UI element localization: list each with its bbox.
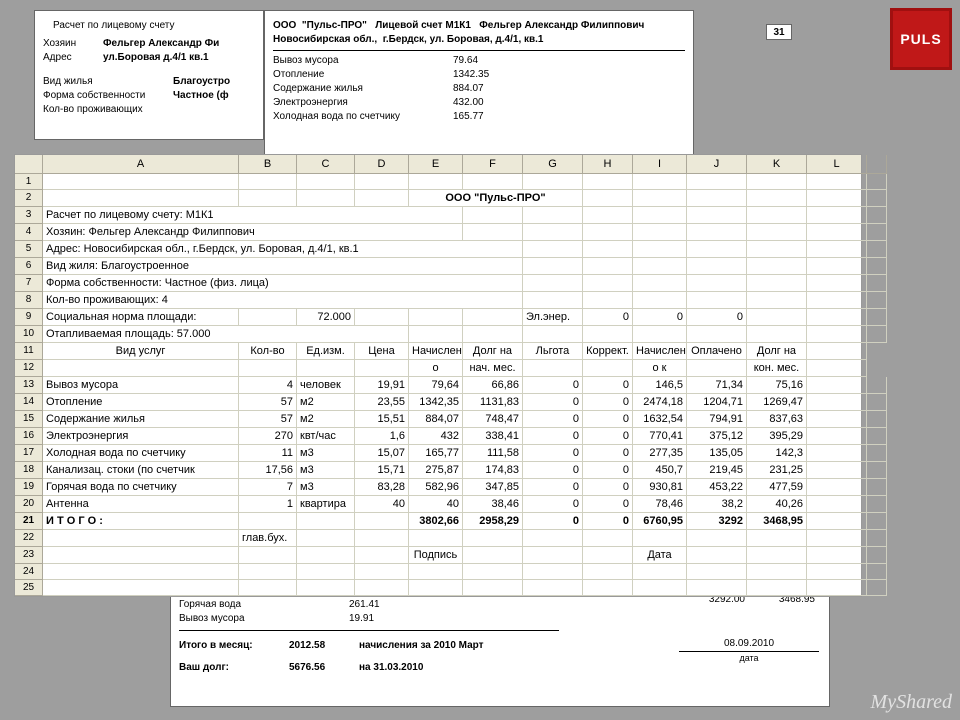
back-doc-right: ООО "Пульс-ПРО" Лицевой счет М1К1 Фельге… (264, 10, 694, 155)
row-header[interactable]: 24 (15, 564, 43, 580)
col-header-cell[interactable]: G (523, 155, 583, 174)
line: Расчет по лицевому счету (53, 19, 255, 33)
grid-row[interactable]: 13Вывоз мусора4человек19,9179,6466,86001… (15, 377, 861, 394)
grid-row[interactable]: 4Хозяин: Фельгер Александр Филиппович (15, 224, 861, 241)
row-header[interactable]: 20 (15, 496, 43, 513)
row-header[interactable]: 16 (15, 428, 43, 445)
grid-row[interactable]: 20Антенна1квартира404038,460078,4638,240… (15, 496, 861, 513)
col-header-cell[interactable]: E (409, 155, 463, 174)
grid-row[interactable]: 11Вид услугКол-воЕд.изм.ЦенаНачисленДолг… (15, 343, 861, 360)
summary-row: Электроэнергия432.00 (273, 96, 685, 110)
row-header[interactable]: 14 (15, 394, 43, 411)
col-header-cell[interactable]: K (747, 155, 807, 174)
col-header-cell[interactable]: B (239, 155, 297, 174)
grid-row[interactable]: 7Форма собственности: Частное (физ. лица… (15, 275, 861, 292)
col-header-cell[interactable]: L (807, 155, 867, 174)
row-header[interactable]: 19 (15, 479, 43, 496)
grid-row[interactable]: 16Электроэнергия270квт/час1,6432338,4100… (15, 428, 861, 445)
grid-row[interactable]: 8Кол-во проживающих: 4 (15, 292, 861, 309)
col-header-cell[interactable] (15, 155, 43, 174)
grid-row[interactable]: 5Адрес: Новосибирская обл., г.Бердск, ул… (15, 241, 861, 258)
row-header[interactable]: 1 (15, 174, 43, 190)
row-header[interactable]: 2 (15, 190, 43, 207)
grid-row[interactable]: 14Отопление57м223,551342,351131,83002474… (15, 394, 861, 411)
grid-row[interactable]: 3Расчет по лицевому счету: М1К1 (15, 207, 861, 224)
grid-row[interactable]: 24 (15, 564, 861, 580)
row-header[interactable]: 3 (15, 207, 43, 224)
row-header[interactable]: 18 (15, 462, 43, 479)
grid-row[interactable]: 19Горячая вода по счетчику7м383,28582,96… (15, 479, 861, 496)
col-header-cell[interactable]: C (297, 155, 355, 174)
grid-row[interactable]: 1 (15, 174, 861, 190)
row-header[interactable]: 10 (15, 326, 43, 343)
grid-row[interactable]: 25 (15, 580, 861, 596)
row-header[interactable]: 4 (15, 224, 43, 241)
grid-row[interactable]: 9Социальная норма площади:72.000Эл.энер.… (15, 309, 861, 326)
row-header[interactable]: 6 (15, 258, 43, 275)
col-header-cell[interactable]: D (355, 155, 409, 174)
row-header[interactable]: 23 (15, 547, 43, 564)
col-header-cell[interactable]: I (633, 155, 687, 174)
back-doc-left: Расчет по лицевому счету ХозяинФельгер А… (34, 10, 264, 140)
row-header[interactable]: 25 (15, 580, 43, 596)
grid-row[interactable]: 10Отапливаемая площадь: 57.000 (15, 326, 861, 343)
grid-row[interactable]: 21И Т О Г О :3802,662958,29006760,953292… (15, 513, 861, 530)
row-header[interactable]: 9 (15, 309, 43, 326)
col-header-cell[interactable]: H (583, 155, 633, 174)
row-header[interactable]: 13 (15, 377, 43, 394)
summary-row: Содержание жилья884.07 (273, 82, 685, 96)
watermark: MyShared (871, 691, 952, 714)
row-header[interactable]: 7 (15, 275, 43, 292)
row-header[interactable]: 8 (15, 292, 43, 309)
row-header[interactable]: 17 (15, 445, 43, 462)
grid-row[interactable]: 12онач. мес.о ккон. мес. (15, 360, 861, 377)
summary-row: Отопление1342.35 (273, 68, 685, 82)
grid-row[interactable]: 6Вид жиля: Благоустроенное (15, 258, 861, 275)
grid-body[interactable]: 12ООО "Пульс-ПРО"3Расчет по лицевому сче… (15, 174, 861, 596)
col-header-cell[interactable]: F (463, 155, 523, 174)
grid-row[interactable]: 2ООО "Пульс-ПРО" (15, 190, 861, 207)
summary-row: Вывоз мусора79.64 (273, 54, 685, 68)
grid-row[interactable]: 22глав.бух. (15, 530, 861, 547)
summary-row: Холодная вода по счетчику165.77 (273, 110, 685, 124)
puls-logo: PULS (890, 8, 952, 70)
grid-row[interactable]: 23ПодписьДата (15, 547, 861, 564)
row-header[interactable]: 15 (15, 411, 43, 428)
spreadsheet: ABCDEFGHIJKL 12ООО "Пульс-ПРО"3Расчет по… (14, 154, 862, 597)
column-headers[interactable]: ABCDEFGHIJKL (15, 155, 861, 174)
grid-row[interactable]: 18Канализац. стоки (по счетчик17,56м315,… (15, 462, 861, 479)
col-header-cell[interactable]: A (43, 155, 239, 174)
back-day-box: 31 (766, 24, 792, 40)
row-header[interactable]: 22 (15, 530, 43, 547)
row-header[interactable]: 5 (15, 241, 43, 258)
col-header-cell[interactable]: J (687, 155, 747, 174)
grid-row[interactable]: 17Холодная вода по счетчику11м315,07165,… (15, 445, 861, 462)
grid-row[interactable]: 15Содержание жилья57м215,51884,07748,470… (15, 411, 861, 428)
row-header[interactable]: 21 (15, 513, 43, 530)
col-header-cell[interactable] (867, 155, 887, 174)
